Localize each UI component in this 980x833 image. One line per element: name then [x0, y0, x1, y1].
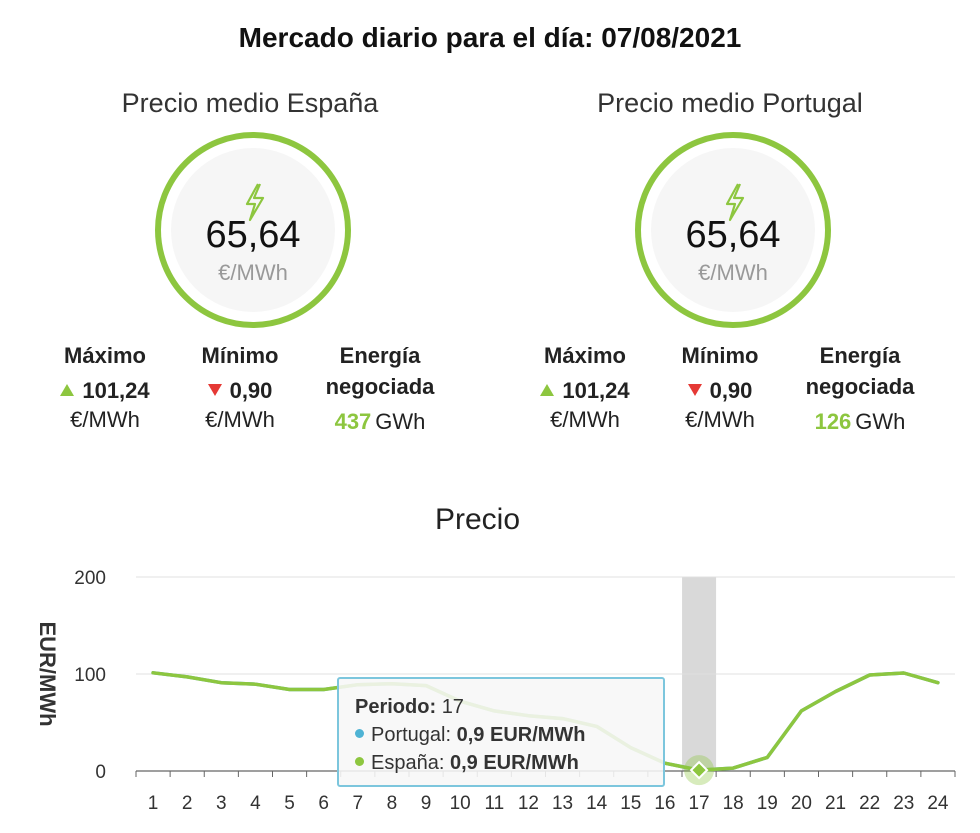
spain-energy-label-1: Energía: [339, 343, 421, 368]
portugal-min-value: 0,90: [709, 378, 753, 403]
portugal-energy-unit: GWh: [855, 409, 906, 434]
x-tick-label: 23: [893, 793, 914, 814]
x-tick-label: 10: [450, 793, 471, 814]
portugal-max-stat: Máximo 101,24 €/MWh: [520, 340, 650, 434]
triangle-up-icon: [540, 384, 555, 396]
y-tick-label: 0: [95, 762, 106, 783]
portugal-energy-value: 126: [814, 409, 852, 434]
spain-max-label: Máximo: [64, 343, 146, 368]
portugal-min-label: Mínimo: [681, 343, 759, 368]
x-tick-label: 16: [654, 793, 675, 814]
spain-energy-stat: Energía negociada 437 GWh: [310, 340, 450, 437]
chart-title: Precio: [434, 503, 521, 536]
lightning-icon: [245, 183, 265, 222]
x-tick-label: 3: [216, 793, 227, 814]
portugal-price-panel: Precio medio Portugal 65,64 €/MWh Máximo…: [520, 88, 940, 448]
portugal-price-gauge: 65,64 €/MWh: [635, 132, 831, 328]
spain-energy-unit: GWh: [375, 409, 426, 434]
portugal-max-unit: €/MWh: [550, 407, 620, 432]
spain-min-unit: €/MWh: [205, 407, 275, 432]
x-tick-label: 1: [148, 793, 159, 814]
x-tick-label: 22: [859, 793, 880, 814]
portugal-price-unit: €/MWh: [698, 260, 768, 285]
x-tick-label: 6: [318, 793, 329, 814]
x-tick-label: 17: [688, 793, 709, 814]
x-tick-label: 21: [825, 793, 846, 814]
portugal-panel-title: Precio medio Portugal: [597, 88, 863, 118]
spain-energy-label-2: negociada: [325, 374, 435, 399]
x-tick-label: 11: [484, 793, 504, 814]
spain-min-label: Mínimo: [201, 343, 279, 368]
triangle-down-icon: [687, 384, 702, 396]
spain-max-unit: €/MWh: [70, 407, 140, 432]
spain-price-panel: Precio medio España 65,64 €/MWh Máximo 1…: [40, 88, 460, 448]
highlight-point: [689, 760, 709, 780]
tooltip-portugal-value: 0,9 EUR/MWh: [456, 724, 586, 746]
portugal-average-price: 65,64: [685, 214, 781, 256]
y-tick-label: 200: [74, 568, 106, 589]
portugal-min-unit: €/MWh: [685, 407, 755, 432]
x-tick-label: 15: [620, 793, 641, 814]
lightning-icon: [725, 183, 745, 222]
portugal-energy-stat: Energía negociada 126 GWh: [790, 340, 930, 437]
x-tick-label: 12: [518, 793, 539, 814]
y-axis-label: EUR/MWh: [35, 621, 60, 726]
portugal-min-stat: Mínimo 0,90 €/MWh: [660, 340, 780, 434]
spain-max-stat: Máximo 101,24 €/MWh: [40, 340, 170, 434]
x-tick-label: 8: [387, 793, 398, 814]
x-tick-label: 13: [552, 793, 573, 814]
spain-energy-value: 437: [334, 409, 372, 434]
x-tick-label: 9: [421, 793, 432, 814]
x-tick-label: 4: [250, 793, 261, 814]
x-tick-label: 7: [353, 793, 364, 814]
x-tick-label: 2: [182, 793, 193, 814]
tooltip-spain-value: 0,9 EUR/MWh: [449, 752, 579, 774]
triangle-down-icon: [207, 384, 222, 396]
spain-gauge-inner: 65,64 €/MWh: [171, 148, 335, 312]
chart-tooltip: Periodo: 17 Portugal: 0,9 EUR/MWh España…: [337, 677, 665, 787]
triangle-up-icon: [60, 384, 75, 396]
tooltip-portugal-label: Portugal:: [371, 724, 452, 746]
portugal-max-value: 101,24: [562, 378, 630, 403]
x-tick-label: 24: [927, 793, 949, 814]
spain-price-gauge: 65,64 €/MWh: [155, 132, 351, 328]
spain-min-value: 0,90: [229, 378, 273, 403]
tooltip-spain-label: España:: [371, 752, 445, 774]
spain-panel-title: Precio medio España: [121, 88, 379, 118]
portugal-series-dot: [355, 729, 364, 738]
portugal-energy-label-2: negociada: [805, 374, 915, 399]
portugal-max-label: Máximo: [544, 343, 626, 368]
x-tick-label: 5: [284, 793, 295, 814]
spain-max-value: 101,24: [82, 378, 150, 403]
spain-series-dot: [355, 757, 364, 766]
page-title: Mercado diario para el día: 07/08/2021: [238, 22, 742, 53]
tooltip-period-label: Periodo:: [355, 696, 437, 718]
portugal-energy-label-1: Energía: [819, 343, 901, 368]
y-tick-label: 100: [74, 665, 106, 686]
x-tick-label: 14: [586, 793, 608, 814]
x-tick-label: 19: [757, 793, 778, 814]
spain-price-unit: €/MWh: [218, 260, 288, 285]
portugal-gauge-inner: 65,64 €/MWh: [651, 148, 815, 312]
x-tick-label: 20: [791, 793, 812, 814]
tooltip-period-value: 17: [441, 696, 464, 718]
spain-min-stat: Mínimo 0,90 €/MWh: [180, 340, 300, 434]
x-tick-label: 18: [723, 793, 744, 814]
spain-average-price: 65,64: [205, 214, 301, 256]
